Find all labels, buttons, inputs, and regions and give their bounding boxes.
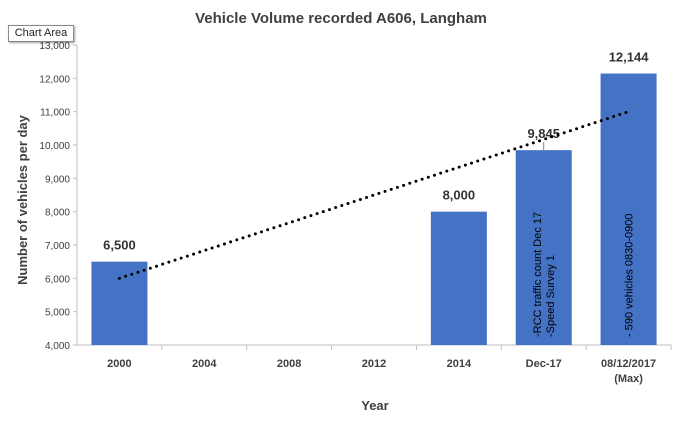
bar-08-12-2017 (600, 73, 657, 346)
y-tick-label: 8,000 (45, 208, 70, 219)
bar-2000 (91, 261, 148, 345)
y-tick-label: 13,000 (39, 41, 70, 52)
x-tick-label-line2: (Max) (614, 373, 643, 385)
y-tick-label: 9,000 (45, 174, 70, 185)
y-tick-label: 6,000 (45, 274, 70, 285)
y-tick-label: 10,000 (39, 141, 70, 152)
y-tick-label: 5,000 (45, 308, 70, 319)
bar-2014 (430, 211, 487, 345)
x-tick-label: 2014 (447, 358, 472, 370)
bar-annotation: -RCC traffic count Dec 17 (532, 212, 544, 337)
data-label: 8,000 (443, 188, 476, 203)
plot-area: 4,000 5,000 6,000 7,000 8,000 9,000 10,000 11,0… (39, 41, 672, 385)
data-label: 6,500 (103, 238, 136, 253)
x-tick-label: 2008 (277, 358, 301, 370)
trendline (117, 110, 631, 280)
data-label: 12,144 (609, 50, 650, 65)
x-tick-label: 08/12/2017 (601, 358, 656, 370)
y-axis-title: Number of vehicles per day (15, 114, 30, 285)
chart-title: Vehicle Volume recorded A606, Langham (195, 10, 487, 27)
x-axis-title: Year (361, 398, 388, 413)
data-label: 9,845 (527, 126, 560, 141)
bar-annotation: -Speed Survey 1 (545, 255, 557, 337)
chart-area-tooltip: Chart Area (8, 25, 74, 42)
x-tick-label: 2000 (107, 358, 131, 370)
y-tick-label: 7,000 (45, 241, 70, 252)
y-tick-label: 12,000 (39, 74, 70, 85)
x-tick-label: 2004 (192, 358, 217, 370)
bar-annotation: - 590 vehicles 0830-0900 (624, 213, 636, 337)
y-tick-label: 11,000 (40, 108, 70, 119)
x-tick-label: 2012 (362, 358, 386, 370)
x-tick-label: Dec-17 (526, 358, 562, 370)
y-tick-label: 4,000 (45, 341, 70, 352)
bar-dec-17 (515, 150, 572, 345)
